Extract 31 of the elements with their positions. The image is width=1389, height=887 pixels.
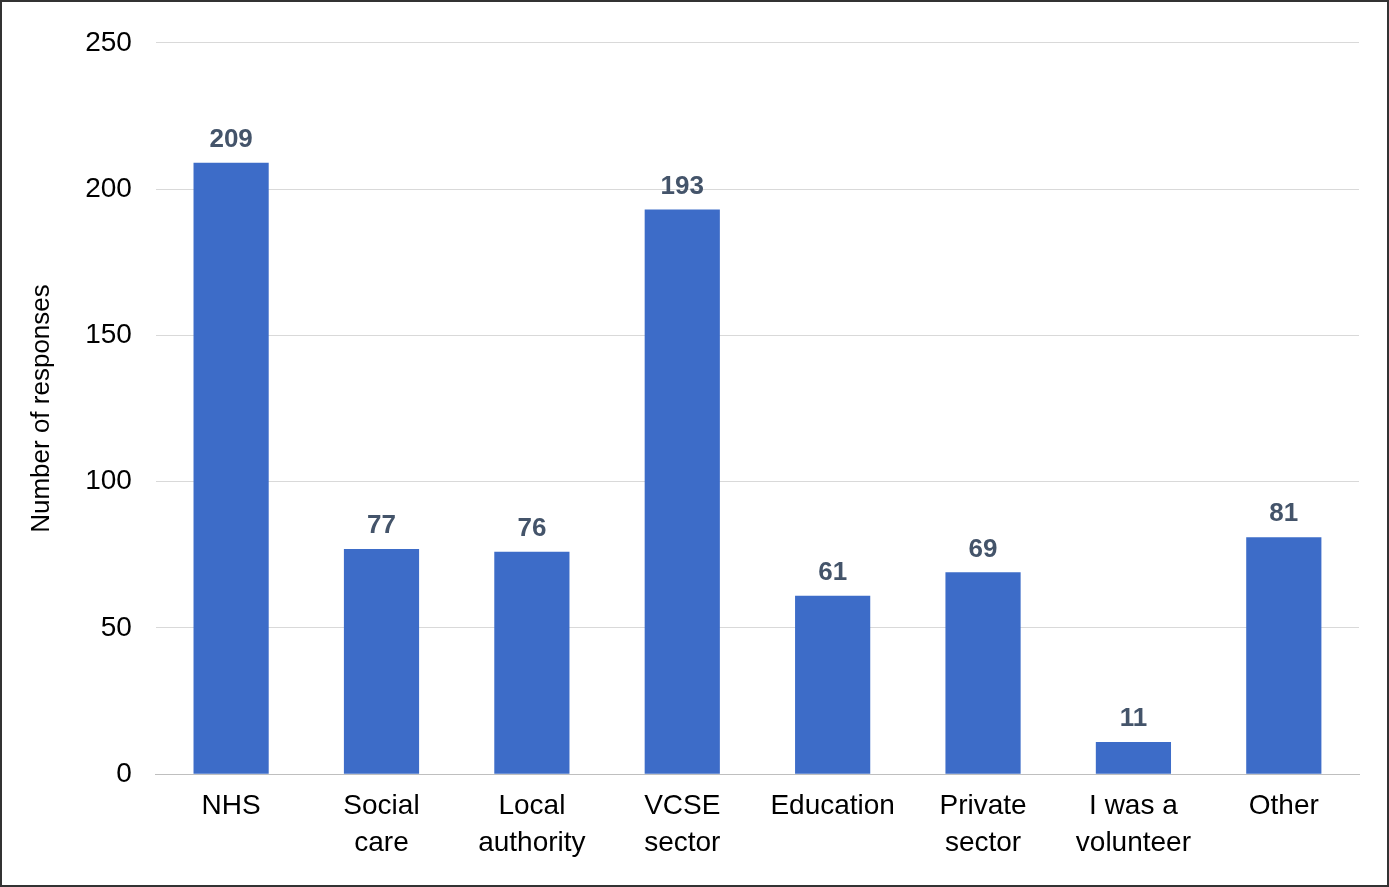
bar [1246, 537, 1322, 774]
data-label: 69 [968, 532, 998, 563]
bar [193, 162, 269, 774]
x-tick-label: Private sector [939, 789, 1027, 857]
y-tick-label: 0 [116, 756, 132, 788]
bar [1095, 742, 1172, 774]
data-label: 76 [517, 512, 547, 543]
bar [795, 595, 871, 774]
y-tick-label: 100 [85, 464, 132, 496]
data-label: 61 [818, 555, 848, 586]
y-tick-label: 250 [85, 25, 132, 57]
y-tick-label: 150 [85, 318, 132, 350]
y-tick-label: 50 [100, 610, 132, 642]
bar [494, 551, 570, 774]
y-axis-title: Number of responses [24, 284, 55, 533]
data-label: 77 [367, 509, 396, 540]
x-tick-label: NHS [201, 789, 261, 821]
bar [644, 209, 720, 774]
x-tick-label: Education [770, 789, 895, 821]
bar [945, 572, 1021, 774]
y-tick-label: 200 [85, 171, 132, 203]
x-tick-label: I was a volunteer [1075, 789, 1192, 857]
data-label: 81 [1269, 497, 1299, 528]
data-label: 193 [660, 169, 704, 200]
data-label: 209 [209, 122, 253, 153]
x-tick-label: VCSE sector [644, 789, 721, 857]
bar [343, 548, 420, 774]
x-tick-label: Local authority [478, 789, 586, 857]
data-label: 11 [1119, 702, 1148, 733]
x-tick-label: Other [1248, 789, 1319, 821]
x-tick-label: Social care [343, 789, 420, 857]
